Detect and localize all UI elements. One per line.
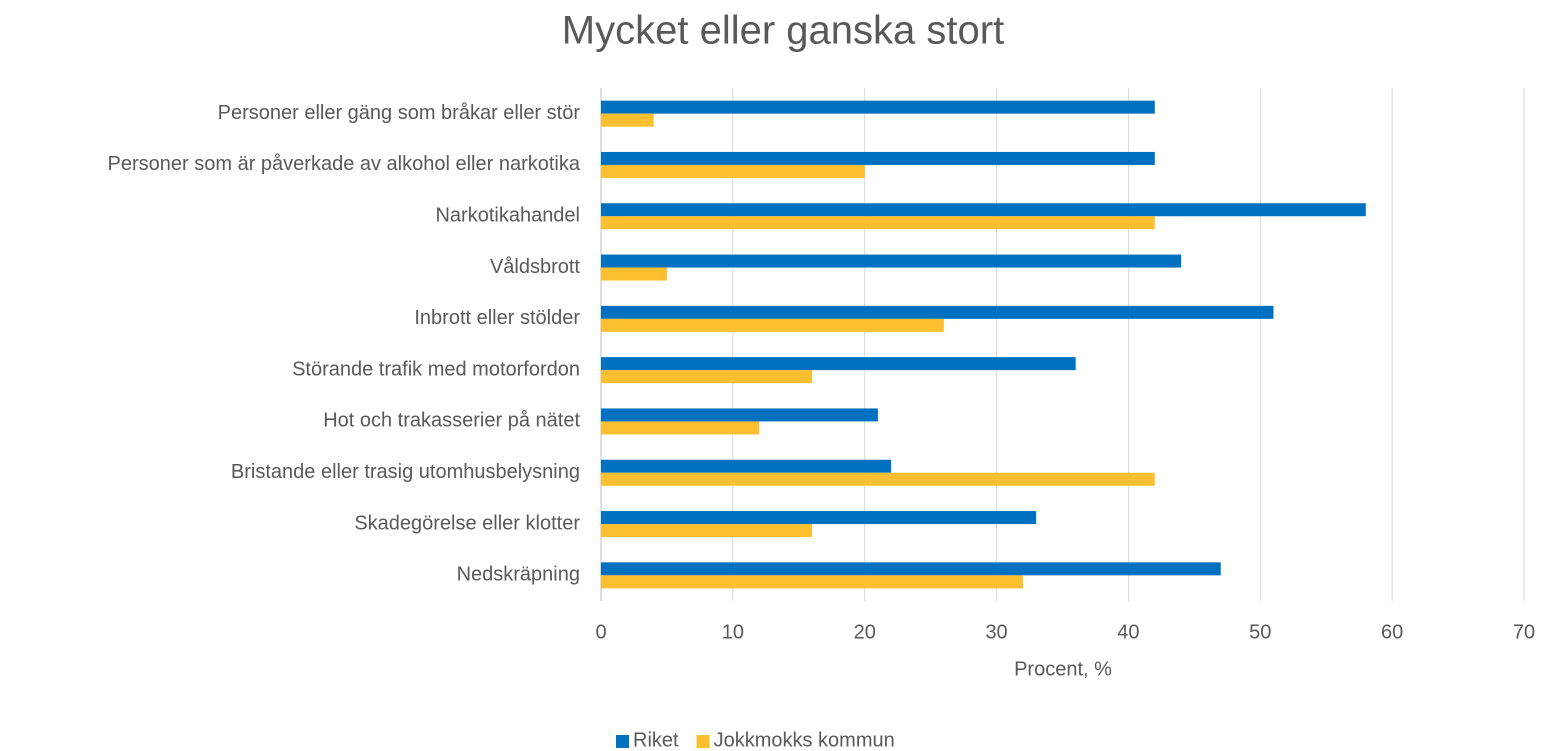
y-tick-label: Våldsbrott bbox=[490, 256, 580, 278]
bar bbox=[601, 164, 865, 178]
y-tick-label: Narkotikahandel bbox=[435, 205, 580, 227]
bar bbox=[601, 459, 892, 473]
bar bbox=[601, 408, 878, 422]
bar bbox=[601, 216, 1155, 230]
x-tick-label: 50 bbox=[1249, 621, 1271, 643]
x-tick-label: 60 bbox=[1381, 621, 1403, 643]
bar bbox=[601, 151, 1155, 165]
x-tick-label: 20 bbox=[854, 621, 876, 643]
y-tick-label: Inbrott eller stölder bbox=[414, 307, 580, 329]
legend-swatch bbox=[616, 735, 629, 748]
x-axis-title: Procent, % bbox=[1014, 658, 1112, 680]
y-tick-label: Skadegörelse eller klotter bbox=[354, 512, 580, 534]
bar bbox=[601, 254, 1182, 268]
bar bbox=[601, 472, 1155, 486]
chart-title: Mycket eller ganska stort bbox=[562, 9, 1004, 53]
legend-label: Jokkmokks kommun bbox=[714, 729, 895, 751]
legend: Riket Jokkmokks kommun bbox=[616, 729, 895, 751]
bar bbox=[601, 421, 760, 435]
bar bbox=[601, 267, 667, 281]
legend-swatch bbox=[696, 735, 710, 748]
bar bbox=[601, 318, 944, 332]
bar bbox=[601, 357, 1076, 371]
y-tick-label: Personer eller gäng som bråkar eller stö… bbox=[218, 102, 581, 124]
legend-label: Riket bbox=[633, 729, 679, 751]
x-tick-label: 40 bbox=[1117, 621, 1139, 643]
bar bbox=[601, 524, 812, 538]
bar bbox=[601, 100, 1155, 114]
y-tick-label: Bristande eller trasig utomhusbelysning bbox=[231, 461, 580, 483]
bar bbox=[601, 203, 1366, 217]
bar bbox=[601, 305, 1274, 319]
y-tick-label: Störande trafik med motorfordon bbox=[292, 358, 580, 380]
bar bbox=[601, 562, 1221, 576]
x-tick-label: 70 bbox=[1513, 621, 1535, 643]
x-tick-label: 10 bbox=[722, 621, 744, 643]
bar bbox=[601, 511, 1037, 525]
bar bbox=[601, 113, 654, 127]
x-tick-label: 0 bbox=[595, 621, 606, 643]
bar bbox=[601, 370, 812, 384]
x-tick-label: 30 bbox=[985, 621, 1007, 643]
y-tick-label: Personer som är påverkade av alkohol ell… bbox=[108, 153, 581, 175]
y-tick-label: Hot och trakasserier på nätet bbox=[323, 410, 580, 432]
bar bbox=[601, 575, 1023, 589]
y-tick-label: Nedskräpning bbox=[457, 564, 580, 586]
